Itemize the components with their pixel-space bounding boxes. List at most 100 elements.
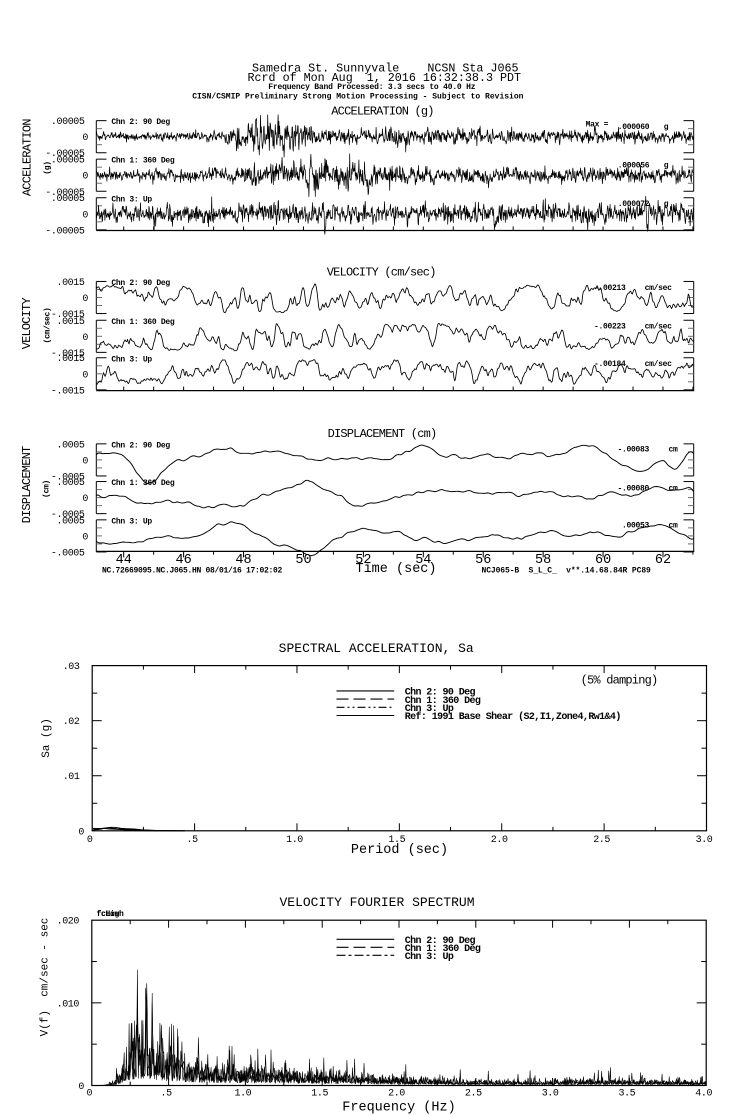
svg-text:.010: .010: [57, 999, 80, 1010]
svg-text:Frequency Band Processed: 3.3: Frequency Band Processed: 3.3 secs to 40…: [268, 83, 475, 92]
svg-text:(cm): (cm): [42, 480, 51, 498]
svg-text:(cm/sec): (cm/sec): [43, 307, 52, 343]
svg-text:VELOCITY FOURIER SPECTRUM: VELOCITY FOURIER SPECTRUM: [279, 895, 474, 910]
svg-text:44: 44: [116, 553, 132, 568]
svg-text:Chn 1: 360 Deg: Chn 1: 360 Deg: [405, 943, 481, 955]
svg-text:-.0015: -.0015: [51, 386, 85, 397]
svg-text:50: 50: [295, 553, 311, 568]
svg-text:.0015: .0015: [56, 354, 84, 365]
svg-text:(5% damping): (5% damping): [581, 674, 658, 688]
svg-text:0: 0: [78, 827, 84, 838]
svg-text:52: 52: [355, 553, 371, 568]
svg-text:-.00080: -.00080: [617, 484, 649, 493]
svg-text:Rcrd of Mon Aug 1, 2016 16:32: Rcrd of Mon Aug 1, 2016 16:32:38.3 PDT: [248, 71, 522, 85]
svg-text:.020: .020: [57, 917, 80, 928]
svg-text:-.0015: -.0015: [51, 310, 85, 321]
svg-text:Chn 1: 360 Deg: Chn 1: 360 Deg: [111, 318, 175, 327]
svg-text:(g): (g): [43, 161, 52, 175]
svg-text:.5: .5: [160, 1089, 172, 1100]
svg-text:-.00005: -.00005: [45, 149, 85, 160]
svg-text:0: 0: [82, 494, 88, 505]
svg-text:3.0: 3.0: [696, 835, 713, 846]
svg-text:-.00005: -.00005: [45, 226, 85, 237]
svg-text:-.00184: -.00184: [594, 360, 626, 369]
svg-text:62: 62: [655, 553, 671, 568]
svg-text:Chn 2: 90 Deg: Chn 2: 90 Deg: [111, 118, 170, 127]
svg-text:Chn 2: 90 Deg: Chn 2: 90 Deg: [405, 935, 476, 947]
svg-text:cm: cm: [669, 484, 679, 493]
svg-text:Max =: Max =: [586, 120, 609, 129]
svg-text:2.0: 2.0: [388, 1089, 405, 1100]
svg-text:NCJ065-B S_L_C_ v**.14.68.84: NCJ065-B S_L_C_ v**.14.68.84R PC89: [482, 566, 652, 575]
svg-text:0: 0: [87, 835, 93, 846]
svg-text:cm: cm: [669, 445, 679, 454]
svg-text:Time (sec): Time (sec): [355, 562, 436, 577]
svg-text:Chn 1: 360 Deg: Chn 1: 360 Deg: [111, 157, 175, 166]
svg-text:0: 0: [86, 1089, 92, 1100]
svg-text:0: 0: [82, 456, 88, 467]
svg-text:g: g: [664, 200, 669, 209]
svg-text:Chn 3: Up: Chn 3: Up: [405, 951, 454, 963]
svg-text:VELOCITY (cm/sec): VELOCITY (cm/sec): [327, 266, 436, 280]
svg-text:2.5: 2.5: [465, 1089, 482, 1100]
svg-text:Chn 2: 90 Deg: Chn 2: 90 Deg: [111, 441, 170, 450]
svg-text:2.0: 2.0: [491, 835, 508, 846]
svg-text:-.0005: -.0005: [51, 548, 85, 559]
svg-text:Chn 2: 90 Deg: Chn 2: 90 Deg: [405, 687, 476, 699]
svg-text:DISPLACEMENT (cm): DISPLACEMENT (cm): [328, 427, 437, 441]
svg-text:0: 0: [82, 532, 88, 543]
svg-text:0: 0: [82, 133, 88, 144]
svg-text:ACCELERATION: ACCELERATION: [20, 119, 34, 196]
svg-text:Chn 3: Up: Chn 3: Up: [405, 703, 454, 715]
svg-text:.01: .01: [63, 772, 80, 783]
svg-text:1.5: 1.5: [311, 1089, 328, 1100]
svg-text:Chn 3: Up: Chn 3: Up: [111, 195, 152, 204]
svg-text:.000060: .000060: [618, 123, 650, 132]
svg-text:.0015: .0015: [56, 278, 84, 289]
svg-text:.000056: .000056: [618, 162, 650, 171]
svg-text:Period (sec): Period (sec): [351, 843, 448, 858]
svg-text:0: 0: [82, 294, 88, 305]
svg-text:0: 0: [82, 210, 88, 221]
svg-text:.02: .02: [63, 717, 80, 728]
svg-text:0: 0: [78, 1082, 84, 1093]
svg-text:.000072: .000072: [618, 200, 650, 209]
svg-text:Frequency (Hz): Frequency (Hz): [342, 1101, 455, 1115]
svg-text:Chn 2: 90 Deg: Chn 2: 90 Deg: [111, 279, 170, 288]
svg-text:.00005: .00005: [51, 117, 85, 128]
svg-text:56: 56: [475, 553, 491, 568]
svg-text:-.00083: -.00083: [617, 445, 649, 454]
svg-text:-.00223: -.00223: [594, 323, 626, 332]
svg-text:1.0: 1.0: [234, 1089, 251, 1100]
svg-text:.00005: .00005: [51, 156, 85, 167]
svg-text:60: 60: [595, 553, 611, 568]
svg-text:1.5: 1.5: [388, 835, 405, 846]
svg-text:Samedra St. Sunnyvale NCSN: Samedra St. Sunnyvale NCSN Sta J065: [252, 62, 519, 76]
svg-text:0: 0: [82, 333, 88, 344]
svg-text:Chn 1: 360 Deg: Chn 1: 360 Deg: [111, 479, 175, 488]
svg-text:fcLow: fcLow: [97, 910, 120, 919]
svg-text:48: 48: [235, 553, 251, 568]
svg-text:.0005: .0005: [56, 516, 84, 527]
svg-text:0: 0: [82, 370, 88, 381]
svg-text:2.5: 2.5: [593, 835, 610, 846]
svg-text:4.0: 4.0: [695, 1089, 712, 1100]
svg-text:.0005: .0005: [56, 478, 84, 489]
svg-text:DISPLACEMENT: DISPLACEMENT: [20, 446, 34, 523]
svg-text:.5: .5: [186, 835, 198, 846]
svg-text:Chn 1: 360 Deg: Chn 1: 360 Deg: [405, 695, 481, 707]
svg-text:Ref: 1991 Base Shear (S2,I1,Zo: Ref: 1991 Base Shear (S2,I1,Zone4,Rw1&4): [405, 711, 621, 723]
svg-text:SPECTRAL ACCELERATION, Sa: SPECTRAL ACCELERATION, Sa: [279, 641, 474, 656]
svg-text:.03: .03: [63, 662, 80, 673]
svg-text:cm/sec: cm/sec: [645, 360, 673, 369]
svg-text:.0005: .0005: [56, 440, 84, 451]
svg-text:3.5: 3.5: [618, 1089, 635, 1100]
svg-text:V(f) cm/sec - sec: V(f) cm/sec - sec: [39, 918, 51, 1037]
svg-text:54: 54: [415, 553, 431, 568]
svg-text:cm: cm: [669, 522, 679, 531]
svg-text:46: 46: [175, 553, 191, 568]
svg-text:0: 0: [82, 172, 88, 183]
svg-text:NC.72669095.NC.J065.HN 08/01/1: NC.72669095.NC.J065.HN 08/01/16 17:02:02: [102, 566, 283, 575]
svg-text:-.0015: -.0015: [51, 349, 85, 360]
svg-text:-.0005: -.0005: [51, 472, 85, 483]
